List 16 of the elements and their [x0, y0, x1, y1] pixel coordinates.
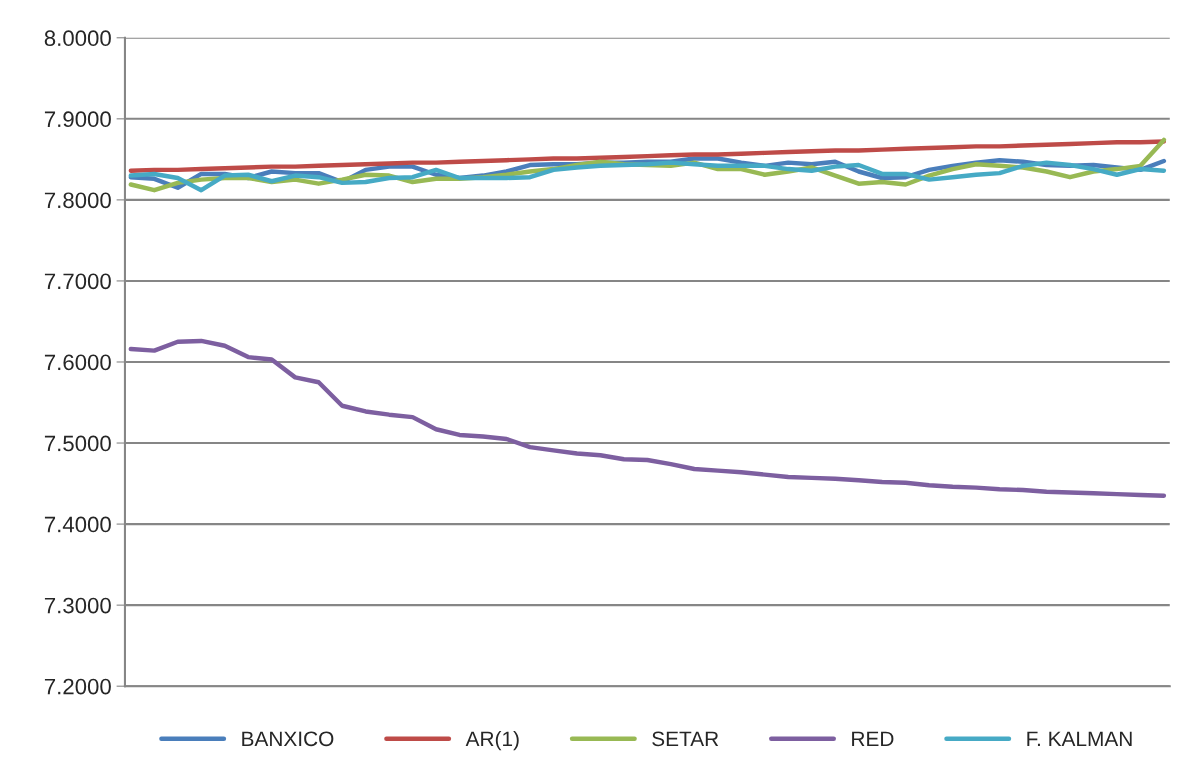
line-series — [128, 139, 1167, 173]
legend-label: BANXICO — [242, 731, 334, 747]
y-tick-label: 7.8000 — [44, 192, 111, 209]
y-tick-label: 7.9000 — [44, 111, 111, 128]
y-tick-label: 7.3000 — [44, 597, 111, 614]
y-tick-label: 7.4000 — [44, 516, 111, 533]
y-tick-label: 7.5000 — [44, 435, 111, 452]
y-tick-label: 7.7000 — [44, 273, 111, 290]
y-tick-label: 8.0000 — [44, 30, 111, 47]
legend-label: RED — [852, 731, 894, 746]
y-tick-label: 7.2000 — [44, 678, 111, 695]
line-series — [128, 338, 1167, 498]
legend-label: AR(1) — [465, 730, 519, 751]
legend-label: F. KALMAN — [1027, 731, 1132, 746]
legend-label: SETAR — [652, 731, 719, 747]
y-tick-label: 7.6000 — [44, 354, 111, 371]
